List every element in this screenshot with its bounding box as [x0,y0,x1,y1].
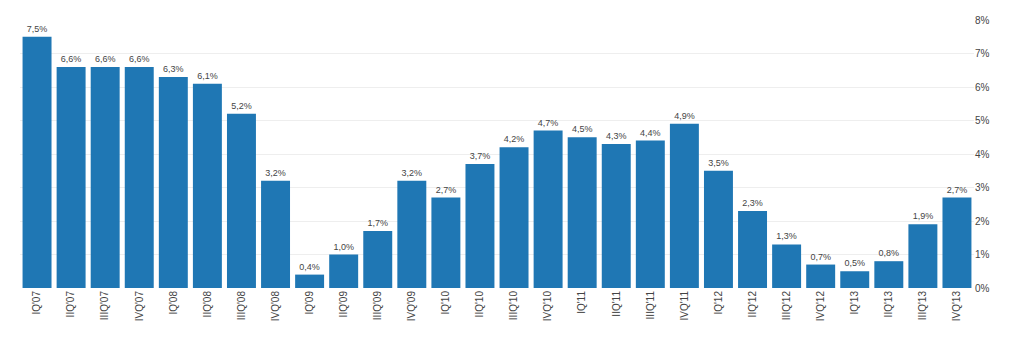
svg-text:8%: 8% [975,15,990,26]
svg-text:IQ'08: IQ'08 [168,291,179,315]
svg-text:6,6%: 6,6% [95,54,116,64]
svg-text:0,4%: 0,4% [299,262,320,272]
svg-text:3,2%: 3,2% [265,168,286,178]
svg-text:IIQ'13: IIQ'13 [883,291,894,318]
svg-text:4,5%: 4,5% [572,124,593,134]
svg-text:3,2%: 3,2% [402,168,423,178]
svg-text:IIIQ'09: IIIQ'09 [372,291,383,321]
svg-text:IIQ'08: IIQ'08 [202,291,213,318]
svg-text:2,3%: 2,3% [742,198,763,208]
svg-text:5,2%: 5,2% [231,101,252,111]
svg-text:3,5%: 3,5% [708,158,729,168]
svg-text:IIIQ'12: IIIQ'12 [781,291,792,321]
svg-text:IIIQ'13: IIIQ'13 [917,291,928,321]
svg-text:IIIQ'10: IIIQ'10 [508,291,519,321]
svg-text:IIIQ'07: IIIQ'07 [99,291,110,321]
svg-text:4,2%: 4,2% [504,134,525,144]
svg-text:0,8%: 0,8% [879,248,900,258]
svg-text:4,9%: 4,9% [674,111,695,121]
svg-text:4%: 4% [975,149,990,160]
svg-text:6,3%: 6,3% [163,64,184,74]
svg-text:1,9%: 1,9% [913,211,934,221]
svg-text:2,7%: 2,7% [947,185,968,195]
svg-text:7,5%: 7,5% [27,24,48,34]
svg-text:4,7%: 4,7% [538,118,559,128]
svg-text:IIIQ'08: IIIQ'08 [236,291,247,321]
svg-text:1,3%: 1,3% [776,231,797,241]
svg-text:3,7%: 3,7% [470,151,491,161]
svg-text:IVQ'13: IVQ'13 [951,291,962,322]
svg-text:IQ'10: IQ'10 [440,291,451,315]
svg-text:6%: 6% [975,82,990,93]
svg-text:IQ'09: IQ'09 [304,291,315,315]
svg-text:7%: 7% [975,48,990,59]
svg-text:IIQ'07: IIQ'07 [65,291,76,318]
svg-text:IVQ'11: IVQ'11 [679,291,690,321]
svg-text:6,1%: 6,1% [197,71,218,81]
svg-text:IVQ'12: IVQ'12 [815,291,826,322]
svg-text:IIQ'10: IIQ'10 [474,291,485,318]
svg-text:IVQ'10: IVQ'10 [542,291,553,322]
svg-text:IVQ'08: IVQ'08 [270,291,281,322]
svg-text:IVQ'09: IVQ'09 [406,291,417,322]
svg-text:6,6%: 6,6% [61,54,82,64]
svg-text:0%: 0% [975,283,990,294]
svg-text:IQ'12: IQ'12 [713,291,724,315]
svg-text:2%: 2% [975,216,990,227]
svg-text:1,0%: 1,0% [333,242,354,252]
svg-text:1,7%: 1,7% [367,218,388,228]
svg-text:IIIQ'11: IIIQ'11 [645,291,656,320]
svg-text:6,6%: 6,6% [129,54,150,64]
svg-text:IQ'07: IQ'07 [31,291,42,315]
svg-text:IQ'11: IQ'11 [576,291,587,314]
svg-text:4,3%: 4,3% [606,131,627,141]
svg-text:IIQ'09: IIQ'09 [338,291,349,318]
svg-text:2,7%: 2,7% [436,185,457,195]
svg-text:IVQ'07: IVQ'07 [134,291,145,322]
svg-text:3%: 3% [975,182,990,193]
svg-text:0,5%: 0,5% [844,258,865,268]
svg-text:1%: 1% [975,249,990,260]
svg-text:IQ'13: IQ'13 [849,291,860,315]
svg-text:5%: 5% [975,115,990,126]
svg-text:0,7%: 0,7% [810,252,831,262]
svg-text:4,4%: 4,4% [640,128,661,138]
svg-text:IIQ'11: IIQ'11 [611,291,622,317]
svg-text:IIQ'12: IIQ'12 [747,291,758,318]
